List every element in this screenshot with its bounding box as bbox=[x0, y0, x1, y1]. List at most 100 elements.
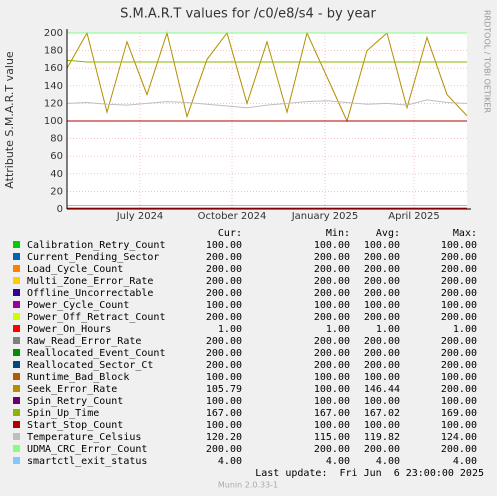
legend-stat: 100.00 bbox=[314, 240, 350, 251]
legend-stat: 167.00 bbox=[206, 408, 242, 419]
legend-stat: 4.00 bbox=[376, 456, 400, 467]
y-tick-label: 180 bbox=[44, 46, 63, 57]
legend-swatch bbox=[13, 337, 20, 344]
legend-stat: 100.00 bbox=[206, 240, 242, 251]
legend-stat: 100.00 bbox=[314, 300, 350, 311]
legend-stat: 167.00 bbox=[314, 408, 350, 419]
legend-stat: 200.00 bbox=[206, 288, 242, 299]
legend-label: Power_On_Hours bbox=[27, 324, 111, 335]
x-tick-label: January 2025 bbox=[291, 211, 359, 222]
legend-stat: 100.00 bbox=[314, 372, 350, 383]
legend-stat: 200.00 bbox=[206, 312, 242, 323]
legend-stat: 200.00 bbox=[441, 444, 477, 455]
series-line bbox=[66, 99, 468, 109]
legend-stat: 100.00 bbox=[314, 384, 350, 395]
legend-stat: 200.00 bbox=[364, 360, 400, 371]
y-tick-label: 40 bbox=[50, 169, 63, 180]
legend-stat: 200.00 bbox=[364, 264, 400, 275]
legend-stat: 100.00 bbox=[441, 300, 477, 311]
legend-label: Reallocated_Sector_Ct bbox=[27, 360, 153, 371]
legend-stat: 200.00 bbox=[314, 264, 350, 275]
y-tick-label: 60 bbox=[50, 151, 63, 162]
y-tick-label: 100 bbox=[44, 116, 63, 127]
legend-stat: 200.00 bbox=[441, 288, 477, 299]
series-line bbox=[66, 31, 468, 123]
legend-stat: 200.00 bbox=[314, 444, 350, 455]
legend-stat: 200.00 bbox=[206, 252, 242, 263]
y-tick-label: 80 bbox=[50, 134, 63, 145]
legend-swatch bbox=[13, 265, 20, 272]
legend-stat: 200.00 bbox=[441, 276, 477, 287]
legend-stat: 200.00 bbox=[364, 444, 400, 455]
y-tick-label: 0 bbox=[57, 204, 63, 215]
legend-stat: 100.00 bbox=[364, 300, 400, 311]
legend-stat: 200.00 bbox=[314, 348, 350, 359]
legend-swatch bbox=[13, 301, 20, 308]
legend-stat: 4.00 bbox=[218, 456, 242, 467]
legend-stat: 200.00 bbox=[441, 336, 477, 347]
legend-swatch bbox=[13, 253, 20, 260]
legend-stat: 105.79 bbox=[206, 384, 242, 395]
legend-stat: 100.00 bbox=[441, 372, 477, 383]
legend-stat: 119.82 bbox=[364, 432, 400, 443]
legend-swatch bbox=[13, 421, 20, 428]
legend-stat: 100.00 bbox=[314, 420, 350, 431]
legend-label: Current_Pending_Sector bbox=[27, 252, 159, 263]
footer: Munin 2.0.33-1 bbox=[218, 481, 278, 490]
legend-stat: 167.02 bbox=[364, 408, 400, 419]
legend-swatch bbox=[13, 325, 20, 332]
legend-label: Seek_Error_Rate bbox=[27, 384, 117, 395]
legend-swatch bbox=[13, 313, 20, 320]
legend-label: Power_Cycle_Count bbox=[27, 300, 129, 311]
legend-stat: 115.00 bbox=[314, 432, 350, 443]
legend-label: Spin_Retry_Count bbox=[27, 396, 123, 407]
legend-stat: 1.00 bbox=[453, 324, 477, 335]
legend-label: Runtime_Bad_Block bbox=[27, 372, 129, 383]
legend-stat: 146.44 bbox=[364, 384, 400, 395]
legend-stat: 100.00 bbox=[441, 420, 477, 431]
legend-stat: 100.00 bbox=[206, 300, 242, 311]
x-tick-label: April 2025 bbox=[388, 211, 439, 222]
legend-swatch bbox=[13, 409, 20, 416]
legend-swatch bbox=[13, 457, 20, 464]
legend-swatch bbox=[13, 241, 20, 248]
x-tick-label: October 2024 bbox=[198, 211, 267, 222]
legend-label: Raw_Read_Error_Rate bbox=[27, 336, 141, 347]
legend-swatch bbox=[13, 349, 20, 356]
legend-stat: 200.00 bbox=[314, 336, 350, 347]
y-tick-label: 200 bbox=[44, 28, 63, 39]
legend-stat: 4.00 bbox=[326, 456, 350, 467]
legend-stat: 200.00 bbox=[206, 276, 242, 287]
legend-stat: 200.00 bbox=[364, 348, 400, 359]
legend-stat: 200.00 bbox=[441, 264, 477, 275]
legend-stat: 100.00 bbox=[206, 372, 242, 383]
legend-stat: 200.00 bbox=[441, 312, 477, 323]
legend-stat: 200.00 bbox=[206, 264, 242, 275]
legend-stat: 200.00 bbox=[364, 312, 400, 323]
legend-stat: 100.00 bbox=[364, 396, 400, 407]
legend-label: Start_Stop_Count bbox=[27, 420, 123, 431]
legend-stat: 200.00 bbox=[441, 360, 477, 371]
x-tick-label: July 2024 bbox=[116, 211, 164, 222]
legend-label: smartctl_exit_status bbox=[27, 456, 147, 467]
legend-stat: 100.00 bbox=[364, 240, 400, 251]
legend-stat: 4.00 bbox=[453, 456, 477, 467]
legend-stat: 1.00 bbox=[376, 324, 400, 335]
legend-stat: 200.00 bbox=[364, 276, 400, 287]
legend-stat: 120.20 bbox=[206, 432, 242, 443]
legend-stat: 200.00 bbox=[441, 348, 477, 359]
legend-swatch bbox=[13, 397, 20, 404]
legend-stat: 100.00 bbox=[364, 420, 400, 431]
legend-label: Load_Cycle_Count bbox=[27, 264, 123, 275]
series-line bbox=[66, 59, 467, 63]
legend-swatch bbox=[13, 385, 20, 392]
legend-swatch bbox=[13, 289, 20, 296]
legend-stat: 1.00 bbox=[218, 324, 242, 335]
legend-stat: 169.00 bbox=[441, 408, 477, 419]
legend-swatch bbox=[13, 433, 20, 440]
legend-stat: 1.00 bbox=[326, 324, 350, 335]
legend-stat: 100.00 bbox=[441, 396, 477, 407]
legend-header: Avg: bbox=[376, 228, 400, 239]
legend-swatch bbox=[13, 373, 20, 380]
legend-label: Offline_Uncorrectable bbox=[27, 288, 153, 299]
